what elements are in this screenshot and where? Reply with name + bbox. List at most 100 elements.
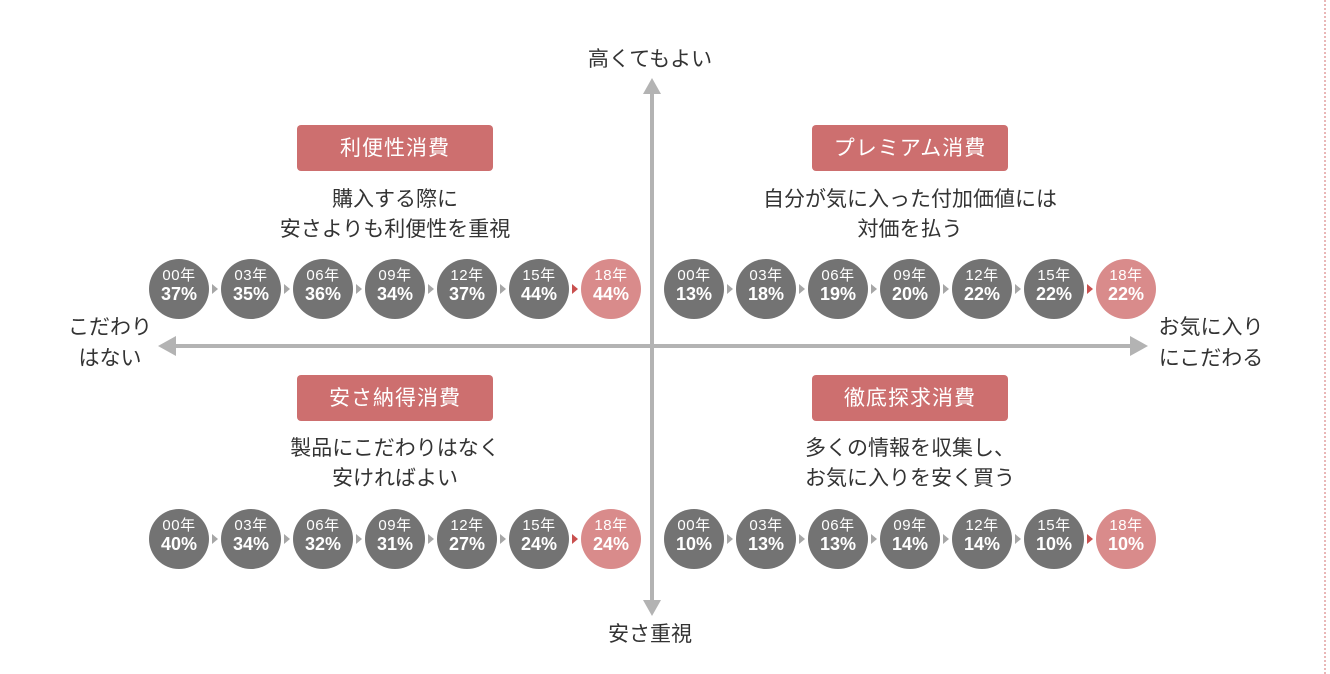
connector-arrow-icon: [943, 284, 949, 294]
axis-arrow-left: [158, 336, 176, 356]
axis-label-top: 高くてもよい: [587, 47, 713, 71]
description-line: 安さよりも利便性を重視: [279, 217, 511, 241]
connector-arrow-icon: [1015, 534, 1021, 544]
description-line: 多くの情報を収集し、: [805, 436, 1015, 460]
year-value-circle: 06年 13%: [808, 509, 868, 569]
year-value-circle: 03年 34%: [221, 509, 281, 569]
year-value-circle: 12年 27%: [437, 509, 497, 569]
year-label: 18年: [1109, 267, 1143, 284]
description-line: 購入する際に: [332, 187, 458, 211]
percentage-value: 44%: [592, 284, 630, 304]
year-label: 09年: [378, 517, 412, 534]
connector-arrow-icon: [1087, 534, 1093, 544]
year-label: 15年: [522, 267, 556, 284]
year-value-circle: 15年 24%: [509, 509, 569, 569]
year-label: 03年: [749, 267, 783, 284]
percentage-value: 22%: [963, 284, 1001, 304]
year-label: 18年: [594, 267, 628, 284]
year-label: 12年: [450, 267, 484, 284]
year-value-circle: 09年 20%: [880, 259, 940, 319]
page-edge-divider: [1324, 0, 1326, 674]
year-label: 03年: [234, 267, 268, 284]
year-value-circle-latest: 18年 22%: [1096, 259, 1156, 319]
year-trend-row: 00年 13% 03年 18% 06年 19% 09年 20% 12年 22% 15年 22% 18年 2…: [664, 259, 1156, 319]
percentage-value: 40%: [160, 534, 198, 554]
percentage-value: 13%: [675, 284, 713, 304]
axis-label-bottom: 安さ重視: [608, 622, 692, 646]
percentage-value: 34%: [376, 284, 414, 304]
axis-label-right-line: お気に入り: [1158, 315, 1264, 339]
percentage-value: 13%: [819, 534, 857, 554]
year-label: 15年: [1037, 517, 1071, 534]
year-value-circle: 03年 13%: [736, 509, 796, 569]
connector-arrow-icon: [428, 534, 434, 544]
axis-arrow-up: [643, 78, 661, 94]
percentage-value: 10%: [1107, 534, 1145, 554]
percentage-value: 44%: [520, 284, 558, 304]
year-value-circle: 06年 32%: [293, 509, 353, 569]
year-label: 09年: [378, 267, 412, 284]
connector-arrow-icon: [284, 534, 290, 544]
description-line: 対価を払う: [857, 217, 963, 241]
year-value-circle: 15年 22%: [1024, 259, 1084, 319]
year-value-circle: 06年 19%: [808, 259, 868, 319]
percentage-value: 19%: [819, 284, 857, 304]
year-trend-row: 00年 10% 03年 13% 06年 13% 09年 14% 12年 14% 15年 10% 18年 1…: [664, 509, 1156, 569]
axis-label-left-line: こだわり: [68, 315, 152, 339]
percentage-value: 36%: [304, 284, 342, 304]
year-trend-row: 00年 40% 03年 34% 06年 32% 09年 31% 12年 27% 15年 24% 18年 2…: [149, 509, 641, 569]
year-label: 18年: [1109, 517, 1143, 534]
year-label: 12年: [965, 267, 999, 284]
year-label: 06年: [306, 267, 340, 284]
year-value-circle: 15年 44%: [509, 259, 569, 319]
year-value-circle: 12年 22%: [952, 259, 1012, 319]
connector-arrow-icon: [1087, 284, 1093, 294]
axis-label-left: こだわり はない: [50, 312, 170, 374]
percentage-value: 14%: [891, 534, 929, 554]
year-trend-row: 00年 37% 03年 35% 06年 36% 09年 34% 12年 37% 15年 44% 18年 4…: [149, 259, 641, 319]
axis-arrow-right: [1130, 336, 1148, 356]
connector-arrow-icon: [871, 534, 877, 544]
year-value-circle: 00年 10%: [664, 509, 724, 569]
year-label: 09年: [893, 517, 927, 534]
year-label: 06年: [306, 517, 340, 534]
percentage-value: 10%: [675, 534, 713, 554]
connector-arrow-icon: [500, 534, 506, 544]
year-label: 00年: [162, 517, 196, 534]
percentage-value: 31%: [376, 534, 414, 554]
year-value-circle: 03年 18%: [736, 259, 796, 319]
percentage-value: 22%: [1107, 284, 1145, 304]
percentage-value: 20%: [891, 284, 929, 304]
year-label: 12年: [965, 517, 999, 534]
percentage-value: 10%: [1035, 534, 1073, 554]
axis-arrow-down: [643, 600, 661, 616]
quadrant-description: 購入する際に 安さよりも利便性を重視: [205, 184, 585, 244]
year-label: 06年: [821, 267, 855, 284]
year-value-circle-latest: 18年 10%: [1096, 509, 1156, 569]
quadrant-description: 製品にこだわりはなく 安ければよい: [205, 433, 585, 493]
connector-arrow-icon: [943, 534, 949, 544]
connector-arrow-icon: [727, 284, 733, 294]
year-value-circle: 03年 35%: [221, 259, 281, 319]
percentage-value: 35%: [232, 284, 270, 304]
percentage-value: 18%: [747, 284, 785, 304]
year-label: 15年: [1037, 267, 1071, 284]
year-label: 03年: [234, 517, 268, 534]
axis-label-right: お気に入り にこだわる: [1146, 312, 1276, 374]
year-value-circle: 00年 40%: [149, 509, 209, 569]
percentage-value: 32%: [304, 534, 342, 554]
connector-arrow-icon: [284, 284, 290, 294]
year-value-circle: 00年 13%: [664, 259, 724, 319]
percentage-value: 22%: [1035, 284, 1073, 304]
description-line: 安ければよい: [332, 466, 458, 490]
connector-arrow-icon: [428, 284, 434, 294]
year-label: 18年: [594, 517, 628, 534]
year-value-circle-latest: 18年 44%: [581, 259, 641, 319]
percentage-value: 37%: [448, 284, 486, 304]
year-label: 15年: [522, 517, 556, 534]
year-label: 00年: [162, 267, 196, 284]
year-value-circle: 12年 37%: [437, 259, 497, 319]
quadrant-title: 利便性消費: [297, 125, 493, 171]
axis-label-left-line: はない: [78, 346, 142, 370]
